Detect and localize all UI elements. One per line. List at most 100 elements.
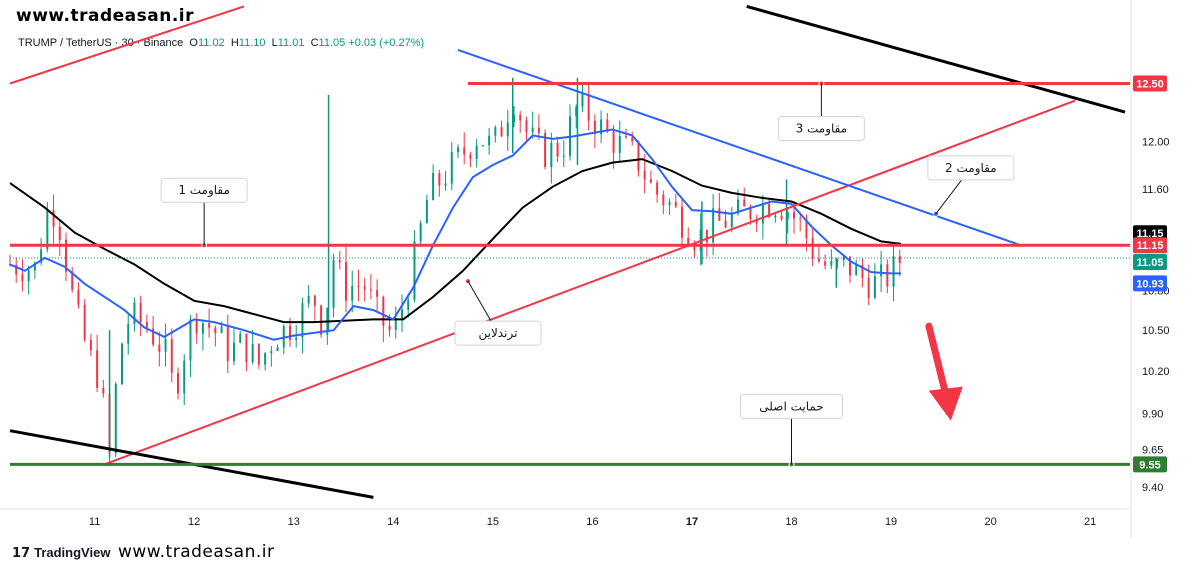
price-chart[interactable]: ترندلاین مقاومت 2 مقاومت 3 مقاومت 1 حمایت اص… bbox=[0, 0, 1200, 538]
candle-body bbox=[805, 218, 808, 239]
candle-body bbox=[625, 136, 627, 138]
horizontal-levels[interactable] bbox=[10, 80, 1130, 468]
candle-body bbox=[301, 303, 304, 338]
legend-low: L11.01 bbox=[271, 37, 305, 49]
candle-body bbox=[251, 344, 254, 363]
x-tick-label: 18 bbox=[785, 516, 797, 528]
candle-body bbox=[544, 132, 547, 168]
candle-body bbox=[239, 333, 242, 343]
candle-body bbox=[432, 173, 435, 200]
candle-body bbox=[15, 264, 18, 275]
level-label-1-text: مقاومت 1 bbox=[178, 183, 230, 198]
candle-body bbox=[618, 136, 621, 154]
candle-body bbox=[152, 328, 155, 345]
candle-body bbox=[363, 286, 366, 290]
candle-body bbox=[425, 199, 428, 224]
y-tick-label: 10.50 bbox=[1142, 325, 1170, 337]
level-label-2-text: حمایت اصلی bbox=[759, 399, 823, 413]
legend-open: O11.02 bbox=[189, 37, 225, 49]
candle-body bbox=[643, 170, 646, 180]
candle-body bbox=[89, 339, 92, 351]
candle-body bbox=[656, 182, 659, 195]
candle-body bbox=[768, 203, 771, 218]
price-tag-box bbox=[1133, 253, 1167, 270]
label-1-box bbox=[927, 155, 1015, 181]
candle-body bbox=[245, 333, 248, 363]
candle-body bbox=[898, 256, 901, 264]
candle-body bbox=[730, 213, 733, 228]
candle-body bbox=[780, 215, 783, 220]
candle-body bbox=[313, 295, 316, 306]
arrow-head bbox=[928, 386, 963, 421]
candle-body bbox=[674, 202, 677, 207]
candle-body bbox=[369, 289, 372, 291]
y-tick-label: 9.40 bbox=[1142, 482, 1163, 494]
x-tick-label: 13 bbox=[288, 516, 300, 528]
candle-body bbox=[488, 135, 491, 146]
candle-body bbox=[307, 295, 310, 304]
price-tag-box bbox=[1133, 456, 1167, 473]
candle-body bbox=[519, 114, 522, 121]
label-0-text: ترندلاین bbox=[478, 326, 517, 341]
candle-body bbox=[457, 147, 459, 153]
x-tick-label: 14 bbox=[387, 516, 399, 528]
candle-body bbox=[693, 245, 696, 251]
candle-body bbox=[668, 202, 671, 206]
candle-body bbox=[407, 299, 410, 310]
candle-body bbox=[600, 119, 603, 135]
candle-body bbox=[649, 179, 652, 183]
moving-averages bbox=[9, 128, 902, 341]
price-tag-text: 11.15 bbox=[1137, 240, 1164, 252]
ema-slow-line bbox=[9, 158, 902, 324]
tradingview-name: TradingView bbox=[34, 545, 111, 560]
candle-body bbox=[892, 256, 895, 287]
candle-body bbox=[705, 229, 708, 243]
candle-body bbox=[183, 360, 186, 394]
candle-body bbox=[450, 152, 453, 184]
candle-body bbox=[382, 296, 385, 326]
x-tick-label: 17 bbox=[686, 516, 698, 528]
label-0-box bbox=[454, 320, 542, 346]
candle-body bbox=[873, 276, 876, 298]
candle-body bbox=[164, 339, 167, 352]
candle-body bbox=[880, 264, 883, 277]
candle-body bbox=[52, 210, 55, 227]
x-tick-label: 20 bbox=[984, 516, 996, 528]
candle-body bbox=[338, 260, 341, 263]
candle-body bbox=[811, 238, 814, 259]
candle-body bbox=[562, 155, 565, 157]
candle-body bbox=[593, 120, 596, 135]
candle-body bbox=[438, 173, 441, 186]
candle-body bbox=[606, 119, 609, 132]
x-tick-label: 15 bbox=[487, 516, 499, 528]
candle-body bbox=[83, 304, 86, 340]
watermark-bottom: www.tradeasan.ir bbox=[118, 542, 275, 562]
candle-body bbox=[637, 141, 640, 171]
candle-body bbox=[824, 261, 827, 266]
candle-body bbox=[201, 323, 204, 334]
candle-body bbox=[413, 241, 416, 300]
y-tick-label: 10.20 bbox=[1142, 366, 1170, 378]
candle-body bbox=[475, 145, 478, 159]
candle-body bbox=[189, 319, 192, 361]
candle-body bbox=[836, 260, 839, 262]
candle-body bbox=[849, 256, 851, 276]
candle-body bbox=[537, 127, 540, 133]
drawn-lines[interactable] bbox=[9, 4, 1126, 499]
candle-body bbox=[743, 199, 746, 207]
tradingview-logo[interactable]: 17 TradingView bbox=[12, 545, 110, 561]
candle-body bbox=[867, 277, 870, 298]
candle-body bbox=[755, 219, 758, 224]
candle-body bbox=[195, 319, 198, 334]
legend-high: H11.10 bbox=[230, 37, 266, 49]
candle-body bbox=[208, 323, 211, 328]
candle-body bbox=[724, 220, 727, 228]
candle-body bbox=[774, 215, 777, 218]
candle-body bbox=[525, 120, 528, 133]
candle-body bbox=[718, 208, 721, 221]
time-axis[interactable]: 11 12 13 14 15 16 17 18 19 20 21 bbox=[0, 508, 1131, 528]
candle-body bbox=[214, 327, 217, 333]
candle-body bbox=[233, 342, 235, 362]
candle-body bbox=[587, 93, 590, 121]
